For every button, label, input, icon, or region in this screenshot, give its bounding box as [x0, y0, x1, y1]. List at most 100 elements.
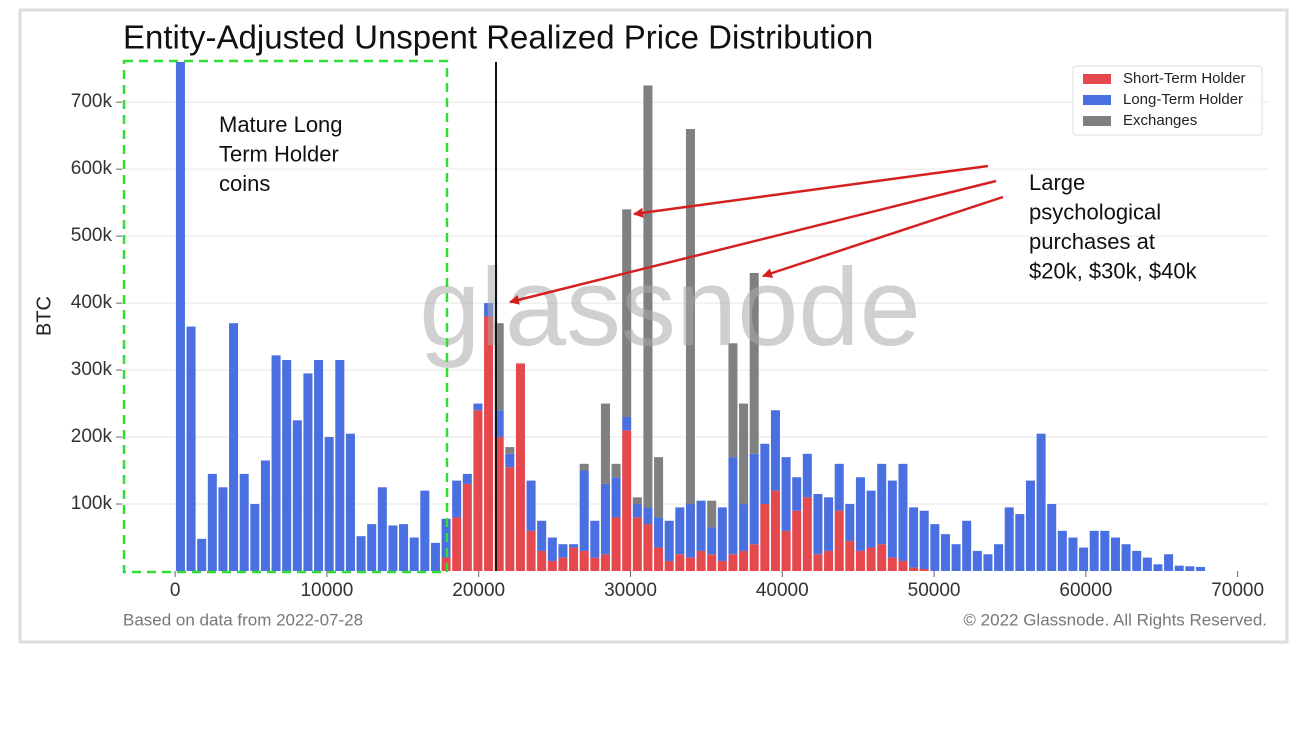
bar	[866, 490, 876, 548]
bar	[452, 517, 462, 571]
bar	[526, 530, 536, 571]
bar	[377, 487, 387, 571]
bar	[887, 480, 897, 558]
bar	[728, 343, 738, 458]
bar	[207, 473, 217, 571]
bar	[462, 483, 472, 571]
x-tick-label: 70000	[1211, 580, 1264, 601]
bar	[675, 507, 685, 555]
bar	[824, 497, 834, 551]
bar	[462, 473, 472, 484]
bar	[792, 510, 802, 571]
bar	[866, 547, 876, 571]
watermark: glassnode	[419, 246, 921, 369]
bar	[749, 453, 759, 545]
bar	[356, 536, 366, 571]
bar	[611, 517, 621, 571]
bar	[388, 525, 398, 571]
bar	[1132, 550, 1142, 571]
bar	[611, 477, 621, 518]
bar	[1025, 480, 1035, 571]
bar	[430, 542, 440, 571]
bar	[834, 510, 844, 571]
bar	[515, 363, 525, 571]
bar	[590, 557, 600, 571]
bar	[600, 554, 610, 571]
bar	[1121, 544, 1131, 571]
bar	[855, 550, 865, 571]
bar	[855, 477, 865, 551]
bar	[685, 557, 695, 571]
bar	[654, 457, 664, 518]
bar	[537, 520, 547, 551]
bar	[452, 480, 462, 518]
bar	[728, 554, 738, 571]
bar	[717, 507, 727, 561]
bar	[1079, 547, 1089, 571]
legend-label: Long-Term Holder	[1123, 91, 1243, 108]
bar	[1142, 557, 1152, 571]
bar	[484, 303, 494, 317]
grid	[116, 101, 1268, 577]
bar	[1174, 565, 1184, 571]
x-tick-label: 20000	[452, 580, 505, 601]
bar	[250, 504, 260, 571]
bar	[345, 433, 355, 571]
bar	[781, 530, 791, 571]
bar	[175, 62, 185, 571]
bar	[760, 504, 770, 571]
bar	[1100, 530, 1110, 571]
bar	[420, 490, 430, 571]
bar	[739, 550, 749, 571]
bar	[229, 323, 239, 571]
bar	[260, 460, 270, 571]
bar	[632, 497, 642, 505]
bar	[919, 510, 929, 569]
annotation-text: Mature Long	[219, 112, 343, 137]
bar	[569, 547, 579, 571]
bar	[282, 360, 292, 571]
legend-swatch	[1083, 74, 1111, 84]
bar	[494, 437, 504, 571]
bar	[1153, 564, 1163, 571]
bar	[611, 463, 621, 478]
bar	[473, 403, 483, 411]
bar	[983, 554, 993, 571]
bar	[600, 403, 610, 484]
bar	[930, 524, 940, 571]
bar	[792, 477, 802, 511]
bar	[324, 437, 334, 571]
bar	[271, 355, 281, 571]
bar	[707, 500, 717, 528]
y-tick-label: 300k	[71, 359, 113, 380]
annotations: Mature Long Term Holder coins Large psycholo…	[219, 112, 1198, 284]
highlight-box	[122, 59, 449, 574]
bar	[654, 547, 664, 571]
bar	[526, 480, 536, 531]
bar	[218, 487, 228, 571]
bar	[303, 373, 313, 571]
bar	[1004, 507, 1014, 571]
bar	[824, 550, 834, 571]
bar	[898, 560, 908, 571]
x-tick-label: 0	[170, 580, 181, 601]
bar	[802, 453, 812, 498]
bar	[877, 463, 887, 545]
x-tick-label: 60000	[1059, 580, 1112, 601]
legend: Short-Term Holder Long-Term Holder Exchang…	[1072, 65, 1263, 136]
bar	[696, 550, 706, 571]
y-tick-label: 700k	[71, 91, 113, 112]
bar	[802, 497, 812, 571]
bar	[547, 560, 557, 571]
bar	[951, 544, 961, 571]
bar	[1068, 537, 1078, 571]
bar	[739, 403, 749, 505]
bar	[749, 272, 759, 454]
bar	[707, 527, 717, 555]
bar	[685, 504, 695, 558]
bar	[770, 410, 780, 491]
x-tick-label: 30000	[604, 580, 657, 601]
legend-label: Short-Term Holder	[1123, 70, 1246, 87]
bar	[1015, 514, 1025, 571]
arrow	[633, 164, 989, 218]
